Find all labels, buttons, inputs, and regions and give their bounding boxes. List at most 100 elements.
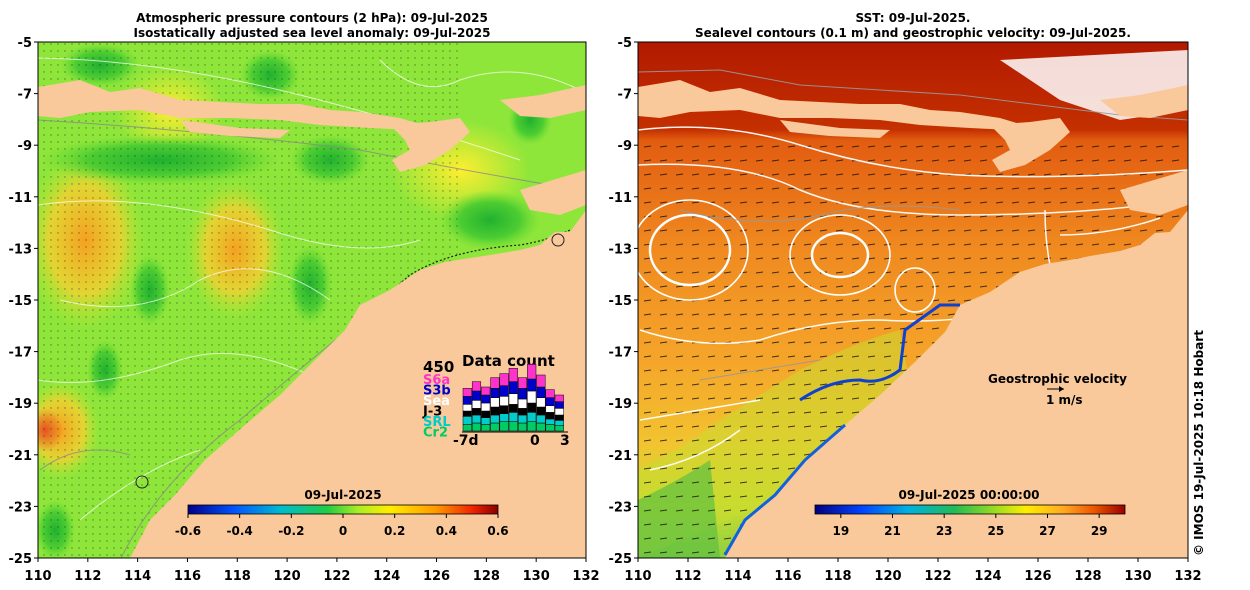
left-colorbar-tick-label: -0.4 xyxy=(227,524,253,538)
right-colorbar-tick-label: 21 xyxy=(884,524,901,538)
data-count-bar-segment xyxy=(471,390,482,401)
left-ytick-label: -21 xyxy=(9,449,33,464)
data-count-title: Data count xyxy=(462,352,555,370)
right-colorbar-tick-label: 19 xyxy=(832,524,849,538)
data-count-bar-segment xyxy=(545,418,555,425)
right-colorbar: 09-Jul-2025 00:00:00 19 21 23 25 27 29 xyxy=(814,488,1126,538)
right-ytick-label: -19 xyxy=(609,397,633,412)
data-count-bar-segment xyxy=(554,401,564,409)
right-xtick-label: 124 xyxy=(974,569,1001,584)
left-xtick-label: 132 xyxy=(572,569,599,584)
velocity-scale: 1 m/s xyxy=(1046,393,1083,407)
data-count-bar-segment xyxy=(481,394,491,404)
left-ytick-label: -23 xyxy=(9,500,33,515)
data-count-bar-segment xyxy=(508,393,518,405)
data-count-bar-segment xyxy=(517,414,528,424)
data-count-bar-segment xyxy=(490,388,500,398)
data-count-ymax: 450 xyxy=(423,358,454,376)
right-ytick-label: -5 xyxy=(618,36,632,51)
data-count-bar-segment xyxy=(545,424,555,432)
right-xtick-label: 112 xyxy=(674,569,701,584)
data-count-bar-segment xyxy=(462,416,472,425)
left-landmass-java xyxy=(38,80,420,130)
data-count-bar-segment xyxy=(554,425,564,432)
velocity-legend: Geostrophic velocity 1 m/s xyxy=(988,372,1127,407)
right-landmass-timor xyxy=(990,118,1070,172)
data-count-bar-segment xyxy=(536,374,546,388)
left-colorbar-tick-label: -0.2 xyxy=(278,524,304,538)
data-count-bar-segment xyxy=(536,386,546,398)
left-title-line1: Atmospheric pressure contours (2 hPa): 0… xyxy=(136,11,488,25)
right-ytick-label: -17 xyxy=(609,346,633,361)
data-count-bar-segment xyxy=(536,397,546,408)
left-title-line2: Isostatically adjusted sea level anomaly… xyxy=(133,26,491,40)
right-colorbar-bar xyxy=(814,504,1126,515)
data-count-bar-segment xyxy=(554,394,564,402)
data-count-bar-segment xyxy=(490,377,500,389)
left-xtick-label: 124 xyxy=(373,569,400,584)
data-count-bar-segment xyxy=(527,364,537,380)
left-colorbar: 09-Jul-2025 -0.6 -0.4 -0.2 0 0.2 0.4 0.6 xyxy=(175,488,509,538)
left-colorbar-tick-label: 0.6 xyxy=(487,524,508,538)
data-count-satellite-label: J-3 xyxy=(422,405,442,420)
right-xtick-label: 126 xyxy=(1024,569,1051,584)
data-count-bar-segment xyxy=(462,388,472,397)
right-title-line2: Sealevel contours (0.1 m) and geostrophi… xyxy=(695,26,1131,40)
data-count-xlabel-zero: 0 xyxy=(530,433,540,449)
data-count-satellite-label: S3b xyxy=(423,384,451,399)
data-count-bar-segment xyxy=(536,422,546,432)
right-xtick-label: 118 xyxy=(824,569,851,584)
data-count-bar-segment xyxy=(517,388,528,400)
data-count-bar-segment xyxy=(527,390,537,404)
right-xtick-label: 130 xyxy=(1124,569,1151,584)
left-ytick-label: -11 xyxy=(9,191,33,206)
data-count-bar-segment xyxy=(545,397,555,406)
data-count-bar-segment xyxy=(508,412,518,422)
data-count-xlabel-end: 3 xyxy=(560,433,570,449)
copyright-label: © IMOS 19-Jul-2025 10:18 Hobart xyxy=(1192,330,1206,556)
left-ytick-label: -7 xyxy=(18,88,32,103)
left-ytick-label: -19 xyxy=(9,397,33,412)
right-ytick-label: -7 xyxy=(618,88,632,103)
left-y-axis: -5 -7 -9 -11 -13 -15 -17 -19 -21 -23 -25 xyxy=(9,36,38,567)
right-map-panel xyxy=(638,42,1188,558)
left-colorbar-tick-label: -0.6 xyxy=(175,524,201,538)
right-colorbar-tick-label: 23 xyxy=(936,524,953,538)
velocity-label: Geostrophic velocity xyxy=(988,372,1127,386)
left-colorbar-bar xyxy=(187,504,499,515)
left-xtick-label: 112 xyxy=(74,569,101,584)
data-count-xlabel-start: -7d xyxy=(453,433,479,449)
data-count-bar-segment xyxy=(545,405,555,413)
left-x-axis: 110 112 114 116 118 120 122 124 126 128 130 132 xyxy=(24,558,600,584)
right-landmass-java xyxy=(638,80,1020,130)
left-xtick-label: 110 xyxy=(24,569,51,584)
right-colorbar-tick-label: 25 xyxy=(987,524,1004,538)
data-count-bar-segment xyxy=(536,414,546,424)
data-count-bar-segment xyxy=(554,408,564,416)
data-count-bar-segment xyxy=(462,424,472,432)
data-count-bar-segment xyxy=(499,373,509,386)
data-count-satellite-label: SRL xyxy=(423,415,451,430)
data-count-bar-segment xyxy=(481,424,491,432)
data-count-bar-segment xyxy=(462,410,472,417)
data-count-satellite-label: Sea xyxy=(423,394,450,409)
right-xtick-label: 128 xyxy=(1074,569,1101,584)
right-x-axis: 110 112 114 116 118 120 122 124 126 128 130 132 xyxy=(624,558,1202,584)
data-count-bar-segment xyxy=(508,421,518,432)
left-xtick-label: 128 xyxy=(473,569,500,584)
right-title: SST: 09-Jul-2025. Sealevel contours (0.1… xyxy=(638,11,1188,41)
data-count-bar-segment xyxy=(490,406,500,416)
data-count-satellite-label: S6a xyxy=(423,373,450,388)
data-count-bar-segment xyxy=(508,381,518,394)
data-count-bar-segment xyxy=(490,397,500,408)
data-count-bar-segment xyxy=(499,385,509,397)
left-xtick-label: 126 xyxy=(423,569,450,584)
right-xtick-label: 132 xyxy=(1174,569,1201,584)
left-landmass-timor xyxy=(390,118,470,172)
right-ytick-label: -25 xyxy=(609,552,633,567)
data-count-bar-segment xyxy=(527,402,537,413)
left-xtick-label: 118 xyxy=(224,569,251,584)
data-count-bar-segment xyxy=(499,421,509,432)
data-count-bar-segment xyxy=(471,422,482,432)
